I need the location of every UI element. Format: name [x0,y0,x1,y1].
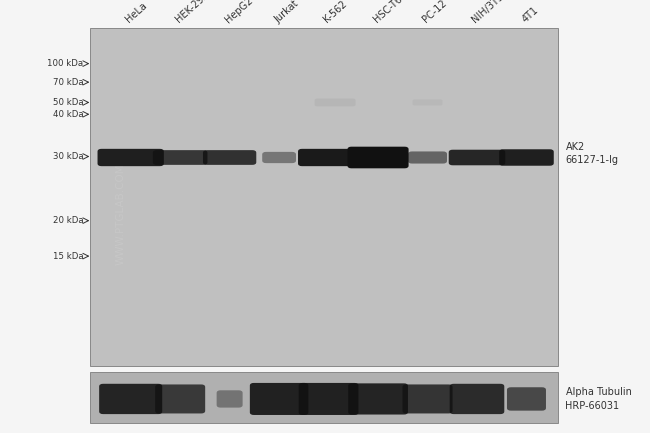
Text: 4T1: 4T1 [520,5,540,25]
Text: HEK-293: HEK-293 [174,0,211,25]
FancyBboxPatch shape [90,28,558,366]
Text: Jurkat: Jurkat [272,0,300,25]
FancyBboxPatch shape [448,150,505,165]
Text: 30 kDa: 30 kDa [53,152,83,161]
Text: 50 kDa: 50 kDa [53,98,83,107]
Text: HeLa: HeLa [124,0,149,25]
FancyBboxPatch shape [450,384,504,414]
Text: HepG2: HepG2 [223,0,254,25]
Text: WWW.PTGLAB.COM: WWW.PTGLAB.COM [116,163,125,265]
FancyBboxPatch shape [315,99,356,107]
Text: K-562: K-562 [322,0,349,25]
FancyBboxPatch shape [402,385,452,414]
FancyBboxPatch shape [153,150,207,165]
Text: HSC-T6: HSC-T6 [371,0,404,25]
FancyBboxPatch shape [348,383,408,414]
FancyBboxPatch shape [413,100,443,106]
FancyBboxPatch shape [250,383,308,415]
FancyBboxPatch shape [203,150,256,165]
FancyBboxPatch shape [348,147,409,168]
Text: Alpha Tubulin
HRP-66031: Alpha Tubulin HRP-66031 [566,388,631,410]
Text: NIH/3T3: NIH/3T3 [471,0,506,25]
FancyBboxPatch shape [216,390,242,407]
Text: PC-12: PC-12 [421,0,448,25]
FancyBboxPatch shape [499,149,554,166]
Text: 100 kDa: 100 kDa [47,59,83,68]
Text: 40 kDa: 40 kDa [53,110,83,119]
FancyBboxPatch shape [99,384,162,414]
FancyBboxPatch shape [298,149,359,166]
Text: 15 kDa: 15 kDa [53,252,83,261]
Text: 20 kDa: 20 kDa [53,216,83,225]
Text: 70 kDa: 70 kDa [53,78,83,87]
FancyBboxPatch shape [98,149,164,166]
Text: AK2
66127-1-Ig: AK2 66127-1-Ig [566,142,619,165]
FancyBboxPatch shape [298,383,359,415]
FancyBboxPatch shape [90,372,558,423]
FancyBboxPatch shape [408,152,447,164]
FancyBboxPatch shape [507,387,546,410]
FancyBboxPatch shape [155,385,205,414]
FancyBboxPatch shape [262,152,296,163]
